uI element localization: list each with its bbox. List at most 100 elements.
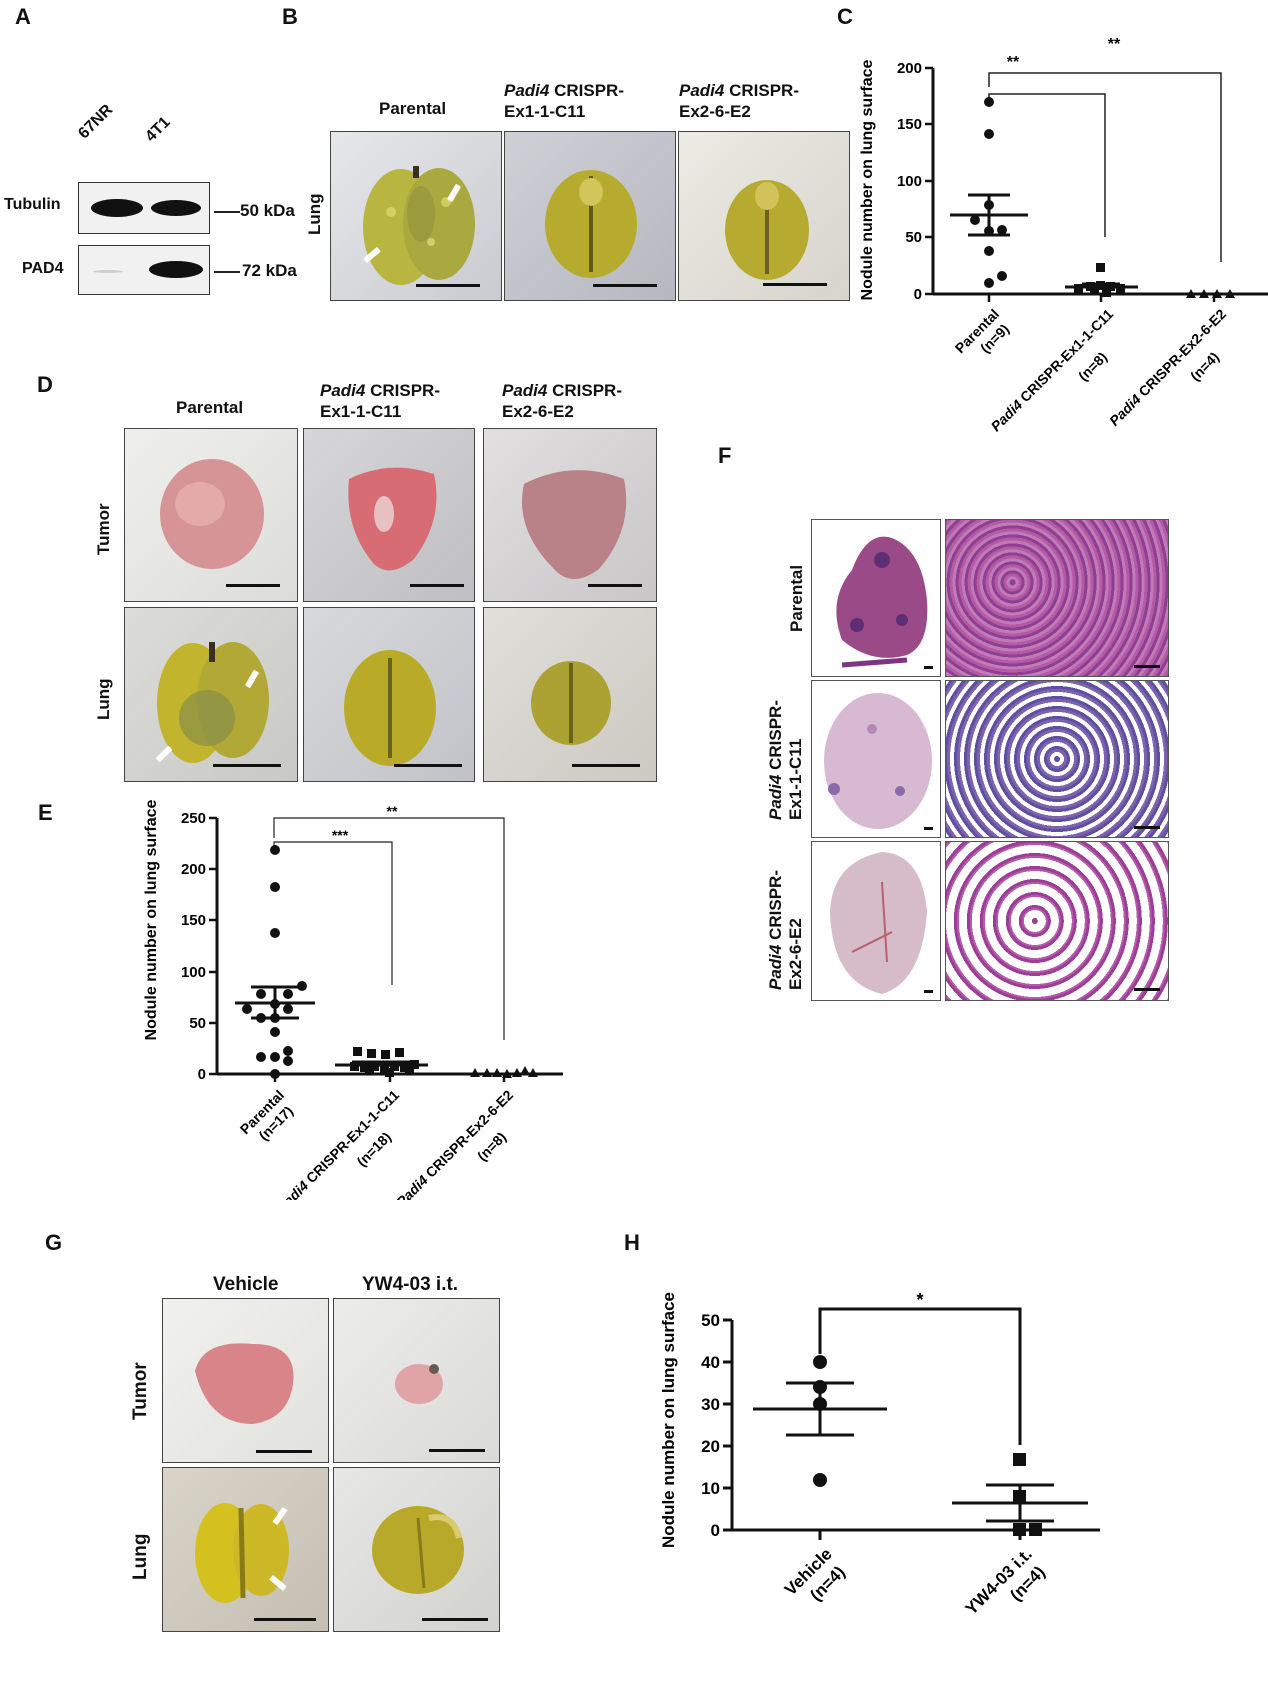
lung-photo-ex1 <box>504 131 676 301</box>
tissue-section <box>830 852 927 994</box>
label-line1: CRISPR- <box>766 870 785 945</box>
tumor-photo-vehicle <box>162 1298 329 1463</box>
tick-label: 50 <box>701 1311 720 1330</box>
gene-name: Padi4 <box>766 774 785 820</box>
header-line2: Ex1-1-C11 <box>320 402 402 421</box>
scale-bar <box>572 764 640 767</box>
significance-label: ** <box>387 803 398 819</box>
lung-photo-parental <box>330 131 502 301</box>
lung-illustration <box>545 170 637 278</box>
chart-h: Nodule number on lung surface 0 10 20 30… <box>659 1290 1100 1619</box>
blot-row-label-pad4: PAD4 <box>22 260 64 277</box>
significance-label: *** <box>332 827 349 843</box>
lung-photo-ex2 <box>678 131 850 301</box>
tick-label: 50 <box>189 1015 206 1032</box>
scale-bar <box>924 666 933 669</box>
y-axis-label: Nodule number on lung surface <box>859 59 876 300</box>
panel-label-h: H <box>624 1230 640 1255</box>
significance-label: ** <box>1007 54 1020 71</box>
panel-label-d: D <box>37 372 53 397</box>
scale-bar <box>924 990 933 993</box>
panel-label-e: E <box>38 800 53 825</box>
tick-label: 40 <box>701 1353 720 1372</box>
tumor-photo-parental <box>124 428 298 602</box>
band <box>149 261 203 278</box>
lung-illustration <box>372 1506 464 1594</box>
column-header-parental: Parental <box>176 398 244 417</box>
y-axis-label: Nodule number on lung surface <box>659 1292 678 1548</box>
y-axis-label: Nodule number on lung surface <box>143 800 160 1040</box>
header-line2: Ex2-6-E2 <box>502 402 574 421</box>
label-line1: CRISPR- <box>766 700 785 775</box>
category-label: (n=4) <box>1187 349 1222 384</box>
panel-label-g: G <box>45 1230 63 1255</box>
header-line1: CRISPR- <box>549 81 624 100</box>
header-line1: CRISPR- <box>365 381 440 400</box>
header-line2: Ex2-6-E2 <box>679 102 751 121</box>
scale-bar <box>763 283 827 286</box>
tissue-section <box>836 536 928 668</box>
row-label-parental: Parental <box>787 564 806 632</box>
tumor-illustration <box>160 459 264 569</box>
tick-label: 250 <box>181 810 206 827</box>
panel-label-b: B <box>282 4 298 29</box>
row-label-ex2: Padi4 CRISPR- Ex2-6-E2 <box>766 870 806 990</box>
tick-label: 0 <box>914 286 922 303</box>
series-parental <box>242 845 307 1079</box>
series-ex2 <box>1186 289 1235 298</box>
tick-label: 10 <box>701 1479 720 1498</box>
header-line1: CRISPR- <box>547 381 622 400</box>
scale-bar <box>593 284 657 287</box>
scale-bar <box>1134 988 1160 991</box>
tumor-illustration <box>348 467 437 571</box>
scale-bar <box>213 764 281 767</box>
histology-overview-ex1 <box>811 680 941 838</box>
tumor-illustration <box>395 1364 443 1404</box>
lung-illustration <box>725 180 809 280</box>
series-yw4-03 <box>1013 1453 1042 1536</box>
label-line2: Ex1-1-C11 <box>786 738 805 820</box>
lung-photo-parental <box>124 607 298 782</box>
gene-name: Padi4 <box>679 81 725 100</box>
blot-row-label-tubulin: Tubulin <box>4 196 61 213</box>
scale-bar <box>429 1449 485 1452</box>
significance-brackets <box>273 817 505 1040</box>
tick-label: 0 <box>198 1066 206 1083</box>
column-header-ex2: Padi4 CRISPR- Ex2-6-E2 <box>502 380 622 422</box>
scale-bar <box>394 764 462 767</box>
row-label-lung: Lung <box>305 193 324 235</box>
tumor-photo-ex2 <box>483 428 657 602</box>
row-label-tumor: Tumor <box>130 1362 151 1420</box>
column-header-ex1: Padi4 CRISPR- Ex1-1-C11 <box>504 80 624 122</box>
faint-band <box>93 270 123 273</box>
band <box>91 199 143 217</box>
tick-label: 50 <box>905 229 922 246</box>
histology-detail-parental <box>945 519 1169 677</box>
x-category-labels: Vehicle (n=4) YW4-03 i.t. (n=4) <box>781 1544 1049 1618</box>
scale-bar <box>410 584 464 587</box>
series-ex1 <box>1074 263 1125 297</box>
series-parental <box>970 97 1007 288</box>
y-ticks: 0 50 100 150 200 250 <box>181 810 217 1083</box>
tumor-illustration <box>195 1343 294 1424</box>
lung-photo-ex1 <box>303 607 475 782</box>
western-blot-tubulin <box>78 182 210 234</box>
scale-bar <box>924 827 933 830</box>
lung-photo-yw4-03 <box>333 1467 500 1632</box>
histology-detail-ex1 <box>945 680 1169 838</box>
lane-label-4t1: 4T1 <box>142 113 174 146</box>
scale-bar <box>254 1618 316 1621</box>
panel-label-c: C <box>837 4 853 29</box>
gene-name: Padi4 <box>320 381 366 400</box>
lung-illustration <box>363 166 475 285</box>
column-header-vehicle: Vehicle <box>213 1274 279 1295</box>
row-label-tumor: Tumor <box>94 503 113 555</box>
lung-illustration <box>531 661 611 745</box>
column-header-parental: Parental <box>379 99 447 118</box>
series-ex2 <box>470 1066 538 1078</box>
western-blot-pad4 <box>78 245 210 295</box>
category-label: (n=8) <box>1075 349 1110 384</box>
column-header-ex1: Padi4 CRISPR- Ex1-1-C11 <box>320 380 440 422</box>
x-category-labels: Parental (n=9) Padi4 CRISPR-Ex1-1-C11 (n… <box>952 306 1230 435</box>
tumor-illustration <box>522 470 627 579</box>
